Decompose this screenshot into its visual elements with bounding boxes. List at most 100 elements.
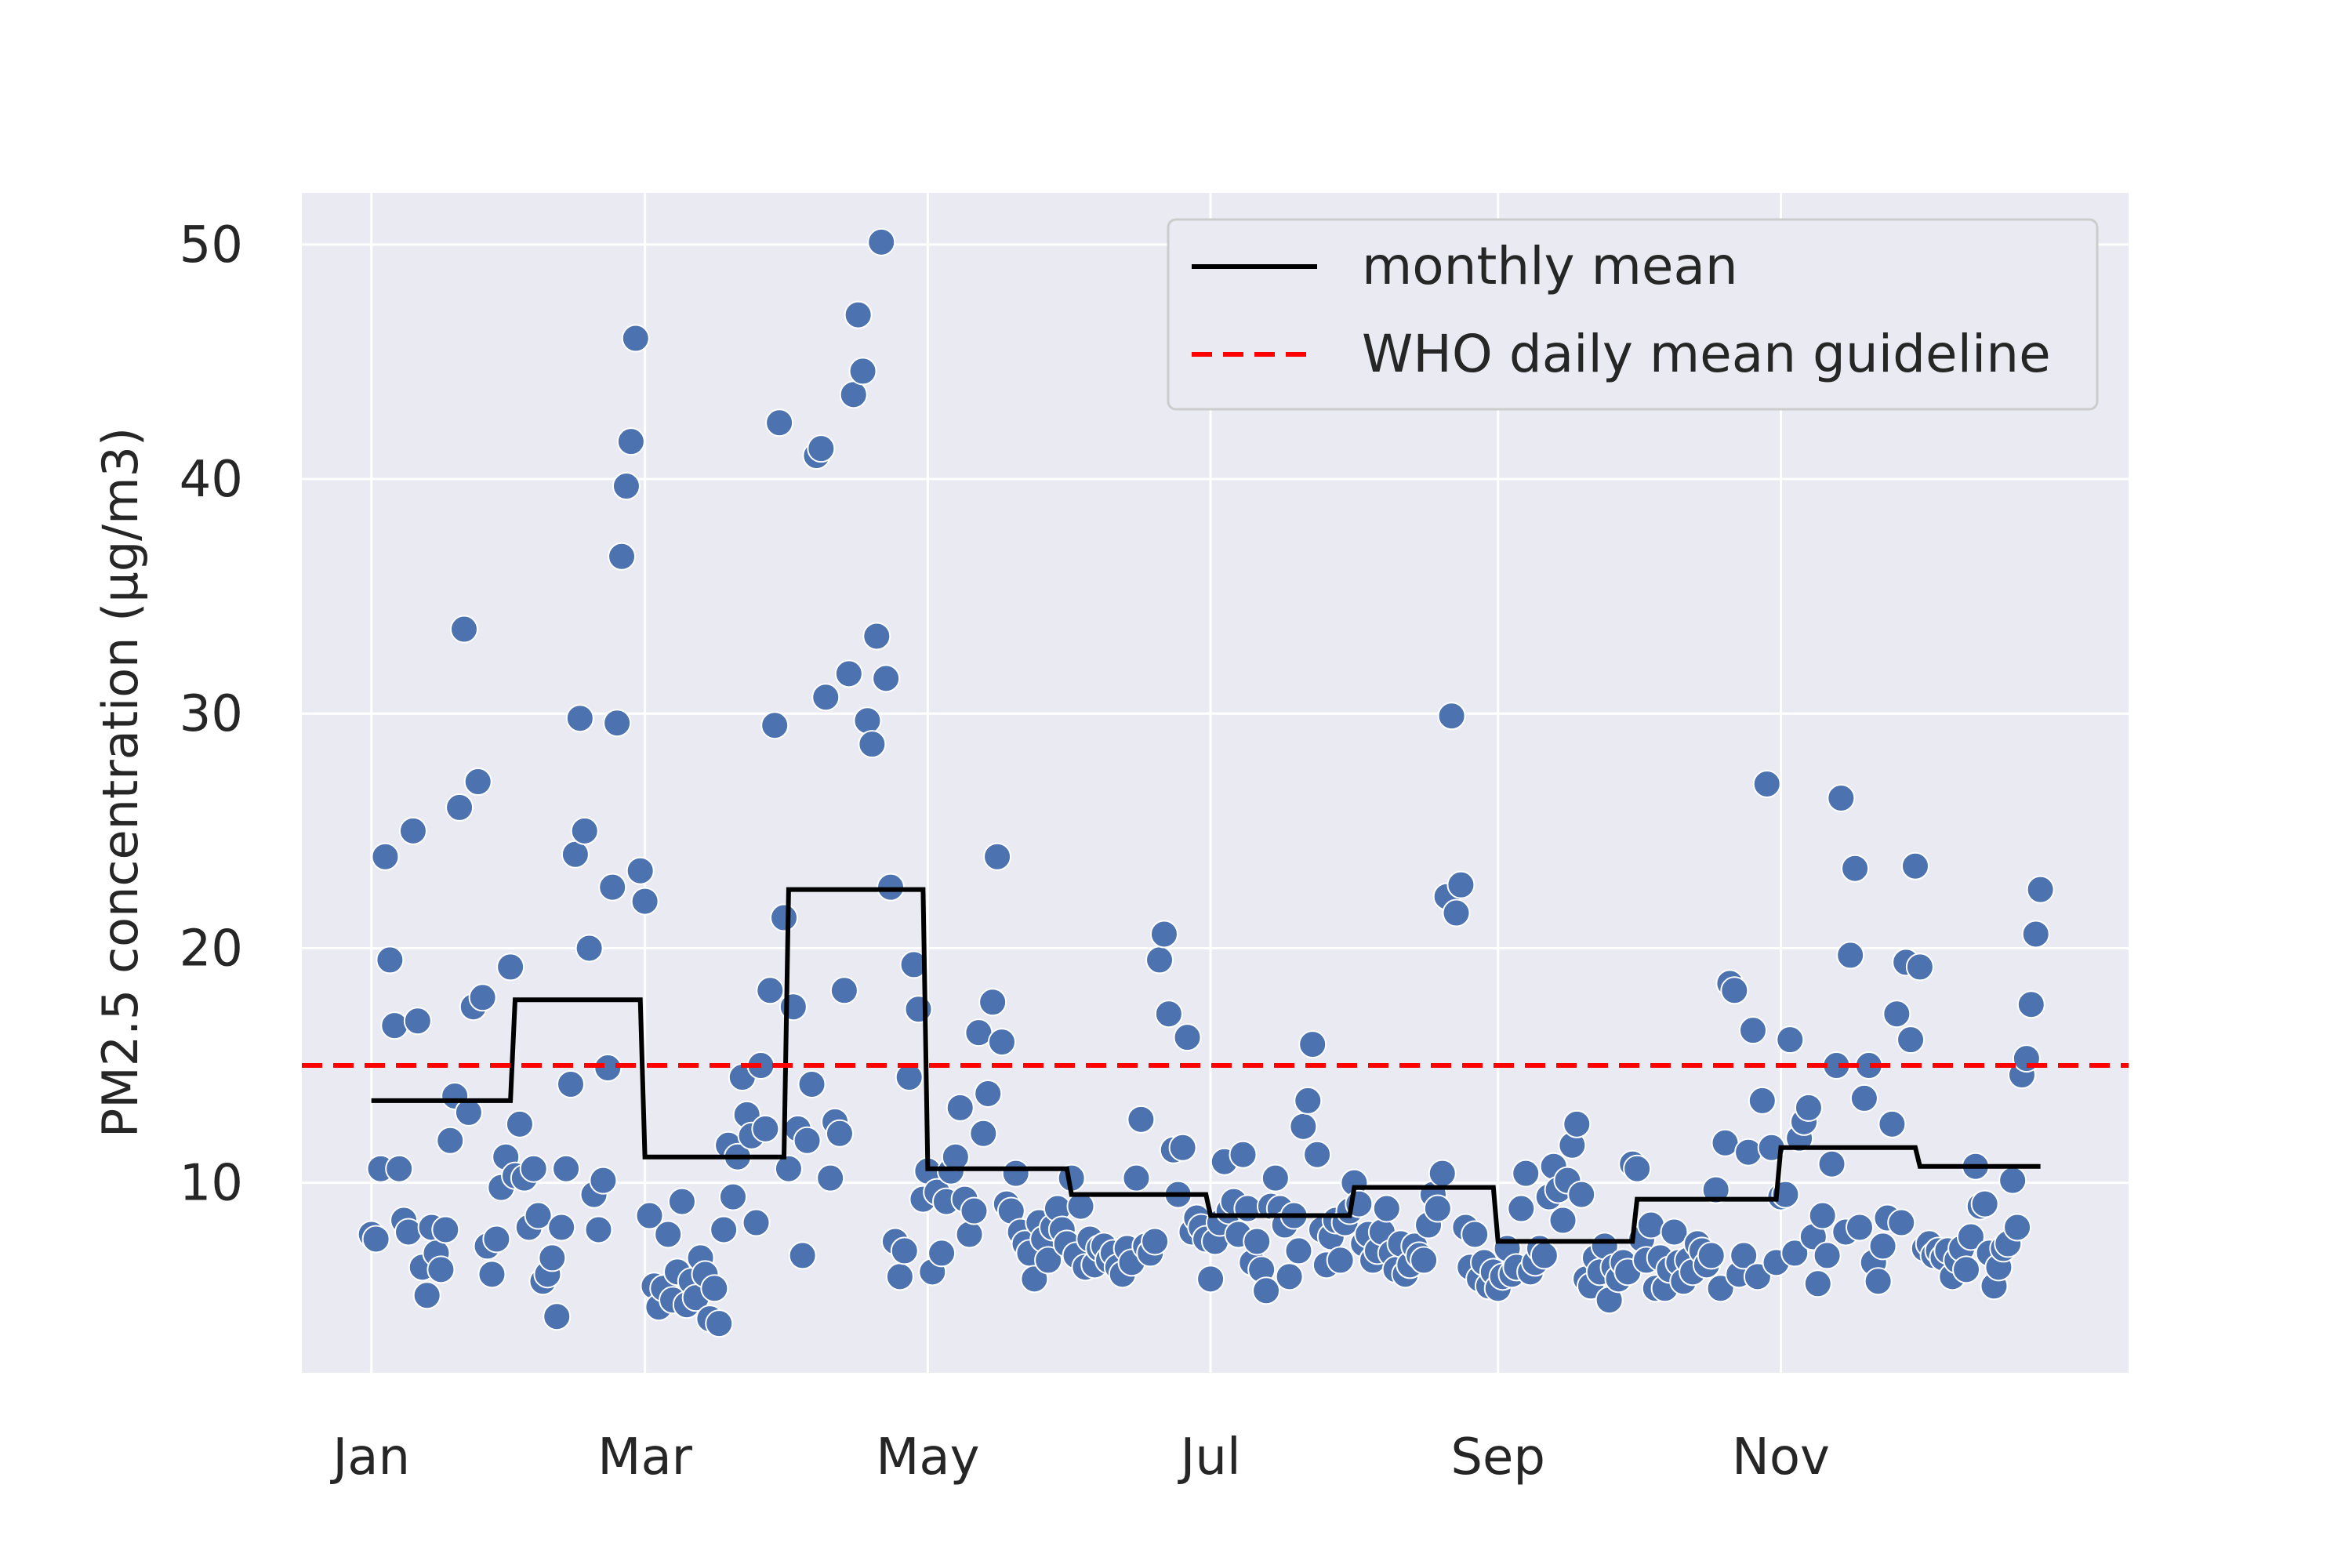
data-point xyxy=(1530,1241,1559,1270)
data-point xyxy=(412,1281,441,1310)
data-point xyxy=(1808,1201,1837,1230)
data-point xyxy=(621,324,650,353)
monthly-mean-line xyxy=(371,887,2041,1244)
y-tick-label: 30 xyxy=(180,685,243,743)
data-point xyxy=(1836,941,1865,970)
data-point xyxy=(376,946,405,975)
data-point xyxy=(797,1069,826,1098)
data-point xyxy=(454,1098,483,1127)
data-point xyxy=(895,1063,924,1092)
y-tick-labels: 10 20 30 40 50 xyxy=(180,216,243,1213)
data-point xyxy=(1154,1000,1183,1029)
data-point xyxy=(1127,1105,1156,1134)
data-point xyxy=(1697,1241,1726,1270)
data-point xyxy=(635,1201,664,1230)
data-point xyxy=(1168,1133,1197,1162)
data-point xyxy=(1998,1166,2027,1195)
data-point xyxy=(426,1255,456,1284)
data-point xyxy=(867,227,896,256)
data-point xyxy=(1001,1159,1030,1188)
data-point xyxy=(983,842,1012,871)
data-point xyxy=(380,1011,409,1040)
data-point xyxy=(1849,1083,1878,1112)
data-point xyxy=(1442,898,1471,927)
data-point xyxy=(468,983,497,1012)
data-point xyxy=(1900,851,1929,880)
data-point xyxy=(1905,953,1934,982)
data-point xyxy=(710,1215,739,1244)
data-point xyxy=(834,659,863,688)
x-tick-label: May xyxy=(876,1428,979,1486)
data-point xyxy=(1748,1086,1777,1115)
data-point xyxy=(538,1243,567,1272)
x-tick-label: Jan xyxy=(329,1428,410,1486)
data-point xyxy=(1461,1220,1490,1249)
data-point xyxy=(1887,1208,1916,1237)
data-point xyxy=(807,434,836,463)
data-point xyxy=(1970,1189,1999,1218)
data-point xyxy=(556,1069,585,1098)
data-point xyxy=(793,1126,822,1155)
legend-box xyxy=(1167,218,2099,411)
data-point xyxy=(946,1093,975,1122)
data-point xyxy=(1428,1159,1457,1188)
data-point xyxy=(1567,1180,1596,1209)
data-point xyxy=(1660,1218,1689,1247)
data-point xyxy=(1243,1227,1272,1256)
data-point xyxy=(1623,1154,1652,1183)
data-point xyxy=(496,953,525,982)
data-point xyxy=(1563,1109,1592,1138)
data-point xyxy=(1149,920,1178,949)
data-point xyxy=(361,1225,390,1254)
y-axis-label: PM2.5 concentration (µg/m3) xyxy=(92,427,149,1138)
data-point xyxy=(1289,1112,1318,1141)
data-point xyxy=(705,1309,734,1338)
data-point xyxy=(630,887,659,916)
data-point xyxy=(584,1215,613,1244)
data-point xyxy=(445,793,474,822)
data-point xyxy=(436,1126,465,1155)
data-point xyxy=(1372,1194,1401,1223)
data-point xyxy=(612,472,641,501)
data-point xyxy=(1410,1246,1439,1275)
data-point xyxy=(570,816,599,845)
legend-label-who-guideline: WHO daily mean guideline xyxy=(1362,324,2051,384)
data-point xyxy=(1145,946,1174,975)
legend: monthly mean WHO daily mean guideline xyxy=(1167,218,2099,411)
data-point xyxy=(598,873,627,902)
data-point xyxy=(987,1028,1016,1057)
data-point xyxy=(1437,702,1466,731)
data-point xyxy=(811,683,840,712)
data-point xyxy=(2026,875,2055,904)
data-point xyxy=(1298,1030,1327,1059)
data-point xyxy=(848,357,877,386)
data-point xyxy=(1730,1241,1759,1270)
data-point xyxy=(1868,1232,1897,1261)
data-point xyxy=(1817,1149,1846,1178)
data-point xyxy=(1720,976,1749,1005)
data-point xyxy=(477,1260,506,1289)
data-point xyxy=(565,704,594,733)
data-point xyxy=(955,1220,984,1249)
data-point xyxy=(552,1154,581,1183)
data-point xyxy=(1896,1025,1926,1054)
data-point xyxy=(1173,1023,1202,1052)
data-point xyxy=(403,1007,432,1036)
data-point xyxy=(1803,1269,1832,1298)
data-point xyxy=(927,1239,956,1268)
data-point xyxy=(862,622,891,651)
data-point xyxy=(1794,1093,1823,1122)
data-point xyxy=(1846,1213,1875,1242)
y-tick-label: 40 xyxy=(180,451,243,509)
data-point xyxy=(626,856,655,885)
x-tick-labels: Jan Mar May Jul Sep Nov xyxy=(329,1428,1830,1486)
data-point xyxy=(575,934,604,963)
data-point xyxy=(2003,1213,2032,1242)
data-point xyxy=(1827,783,1856,812)
data-point xyxy=(700,1274,729,1303)
data-point xyxy=(1841,854,1870,883)
data-point xyxy=(2021,920,2050,949)
data-point xyxy=(371,842,400,871)
data-point xyxy=(561,840,590,869)
data-point xyxy=(1275,1262,1304,1291)
